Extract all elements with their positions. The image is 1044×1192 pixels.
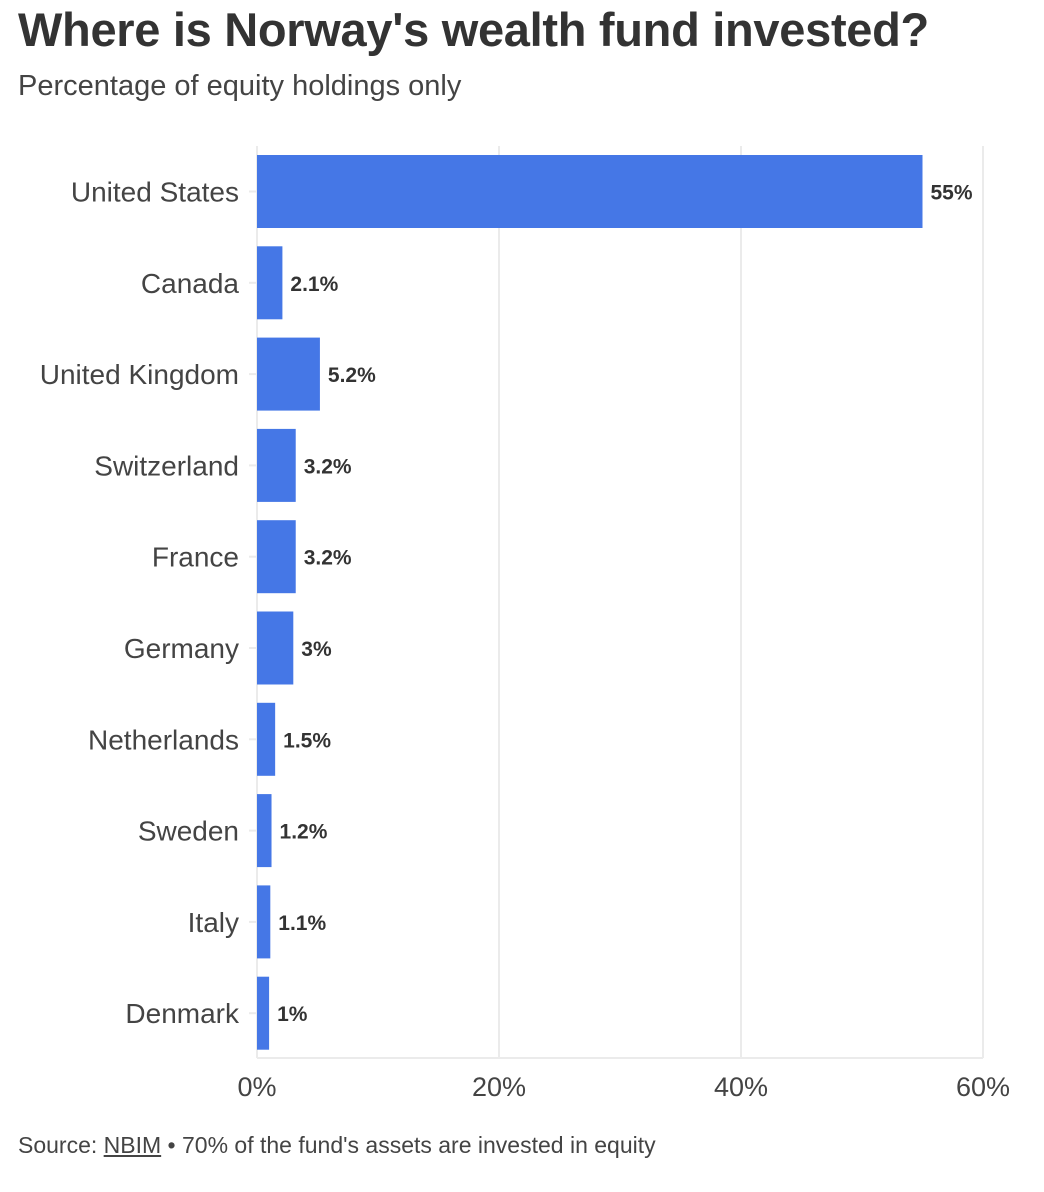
category-label: France	[152, 542, 239, 573]
category-label: Netherlands	[88, 724, 239, 755]
category-labels: United States Canada United Kingdom Switzer…	[40, 177, 240, 1030]
bar	[257, 702, 276, 776]
bar	[257, 337, 320, 411]
chart-footer: Source: NBIM • 70% of the fund's assets …	[18, 1132, 656, 1159]
value-label: 2.1%	[290, 273, 338, 296]
bar	[257, 976, 270, 1050]
bar	[257, 520, 296, 594]
x-tick-label: 0%	[237, 1072, 276, 1102]
category-label: Canada	[141, 268, 240, 299]
value-label: 5.2%	[328, 364, 376, 387]
value-label: 3.2%	[304, 455, 352, 478]
value-labels: 55% 2.1% 5.2% 3.2% 3.2% 3% 1.5% 1.2% 1.1% 1%	[277, 182, 973, 1027]
value-label: 3.2%	[304, 547, 352, 570]
value-label: 3%	[301, 638, 332, 661]
category-label: United Kingdom	[40, 359, 239, 390]
source-link[interactable]: NBIM	[103, 1132, 162, 1158]
bar	[257, 885, 271, 959]
footer-note: 70% of the fund's assets are invested in…	[182, 1132, 656, 1158]
x-tick-label: 20%	[472, 1072, 526, 1102]
x-tick-label: 40%	[714, 1072, 768, 1102]
footer-separator: •	[167, 1132, 176, 1158]
category-label: Italy	[188, 907, 239, 938]
category-label: Denmark	[125, 998, 240, 1029]
bar	[257, 794, 272, 868]
value-label: 1.1%	[278, 912, 326, 935]
x-tick-label: 60%	[956, 1072, 1010, 1102]
chart-title: Where is Norway's wealth fund invested?	[18, 3, 929, 56]
bar	[257, 155, 923, 228]
category-label: United States	[71, 177, 239, 208]
bar	[257, 246, 283, 320]
value-label: 1.5%	[283, 729, 331, 752]
bars	[257, 155, 923, 1050]
chart-subtitle: Percentage of equity holdings only	[18, 70, 462, 102]
value-label: 55%	[931, 182, 973, 205]
value-label: 1%	[277, 1003, 308, 1026]
category-label: Germany	[124, 633, 239, 664]
category-label: Switzerland	[94, 450, 239, 481]
value-label: 1.2%	[280, 821, 328, 844]
x-axis-ticks: 0% 20% 40% 60%	[237, 1072, 1010, 1102]
bar	[257, 611, 294, 685]
category-label: Sweden	[138, 816, 239, 847]
bar	[257, 428, 296, 502]
source-label: Source:	[18, 1132, 98, 1158]
gridlines	[249, 146, 984, 1059]
